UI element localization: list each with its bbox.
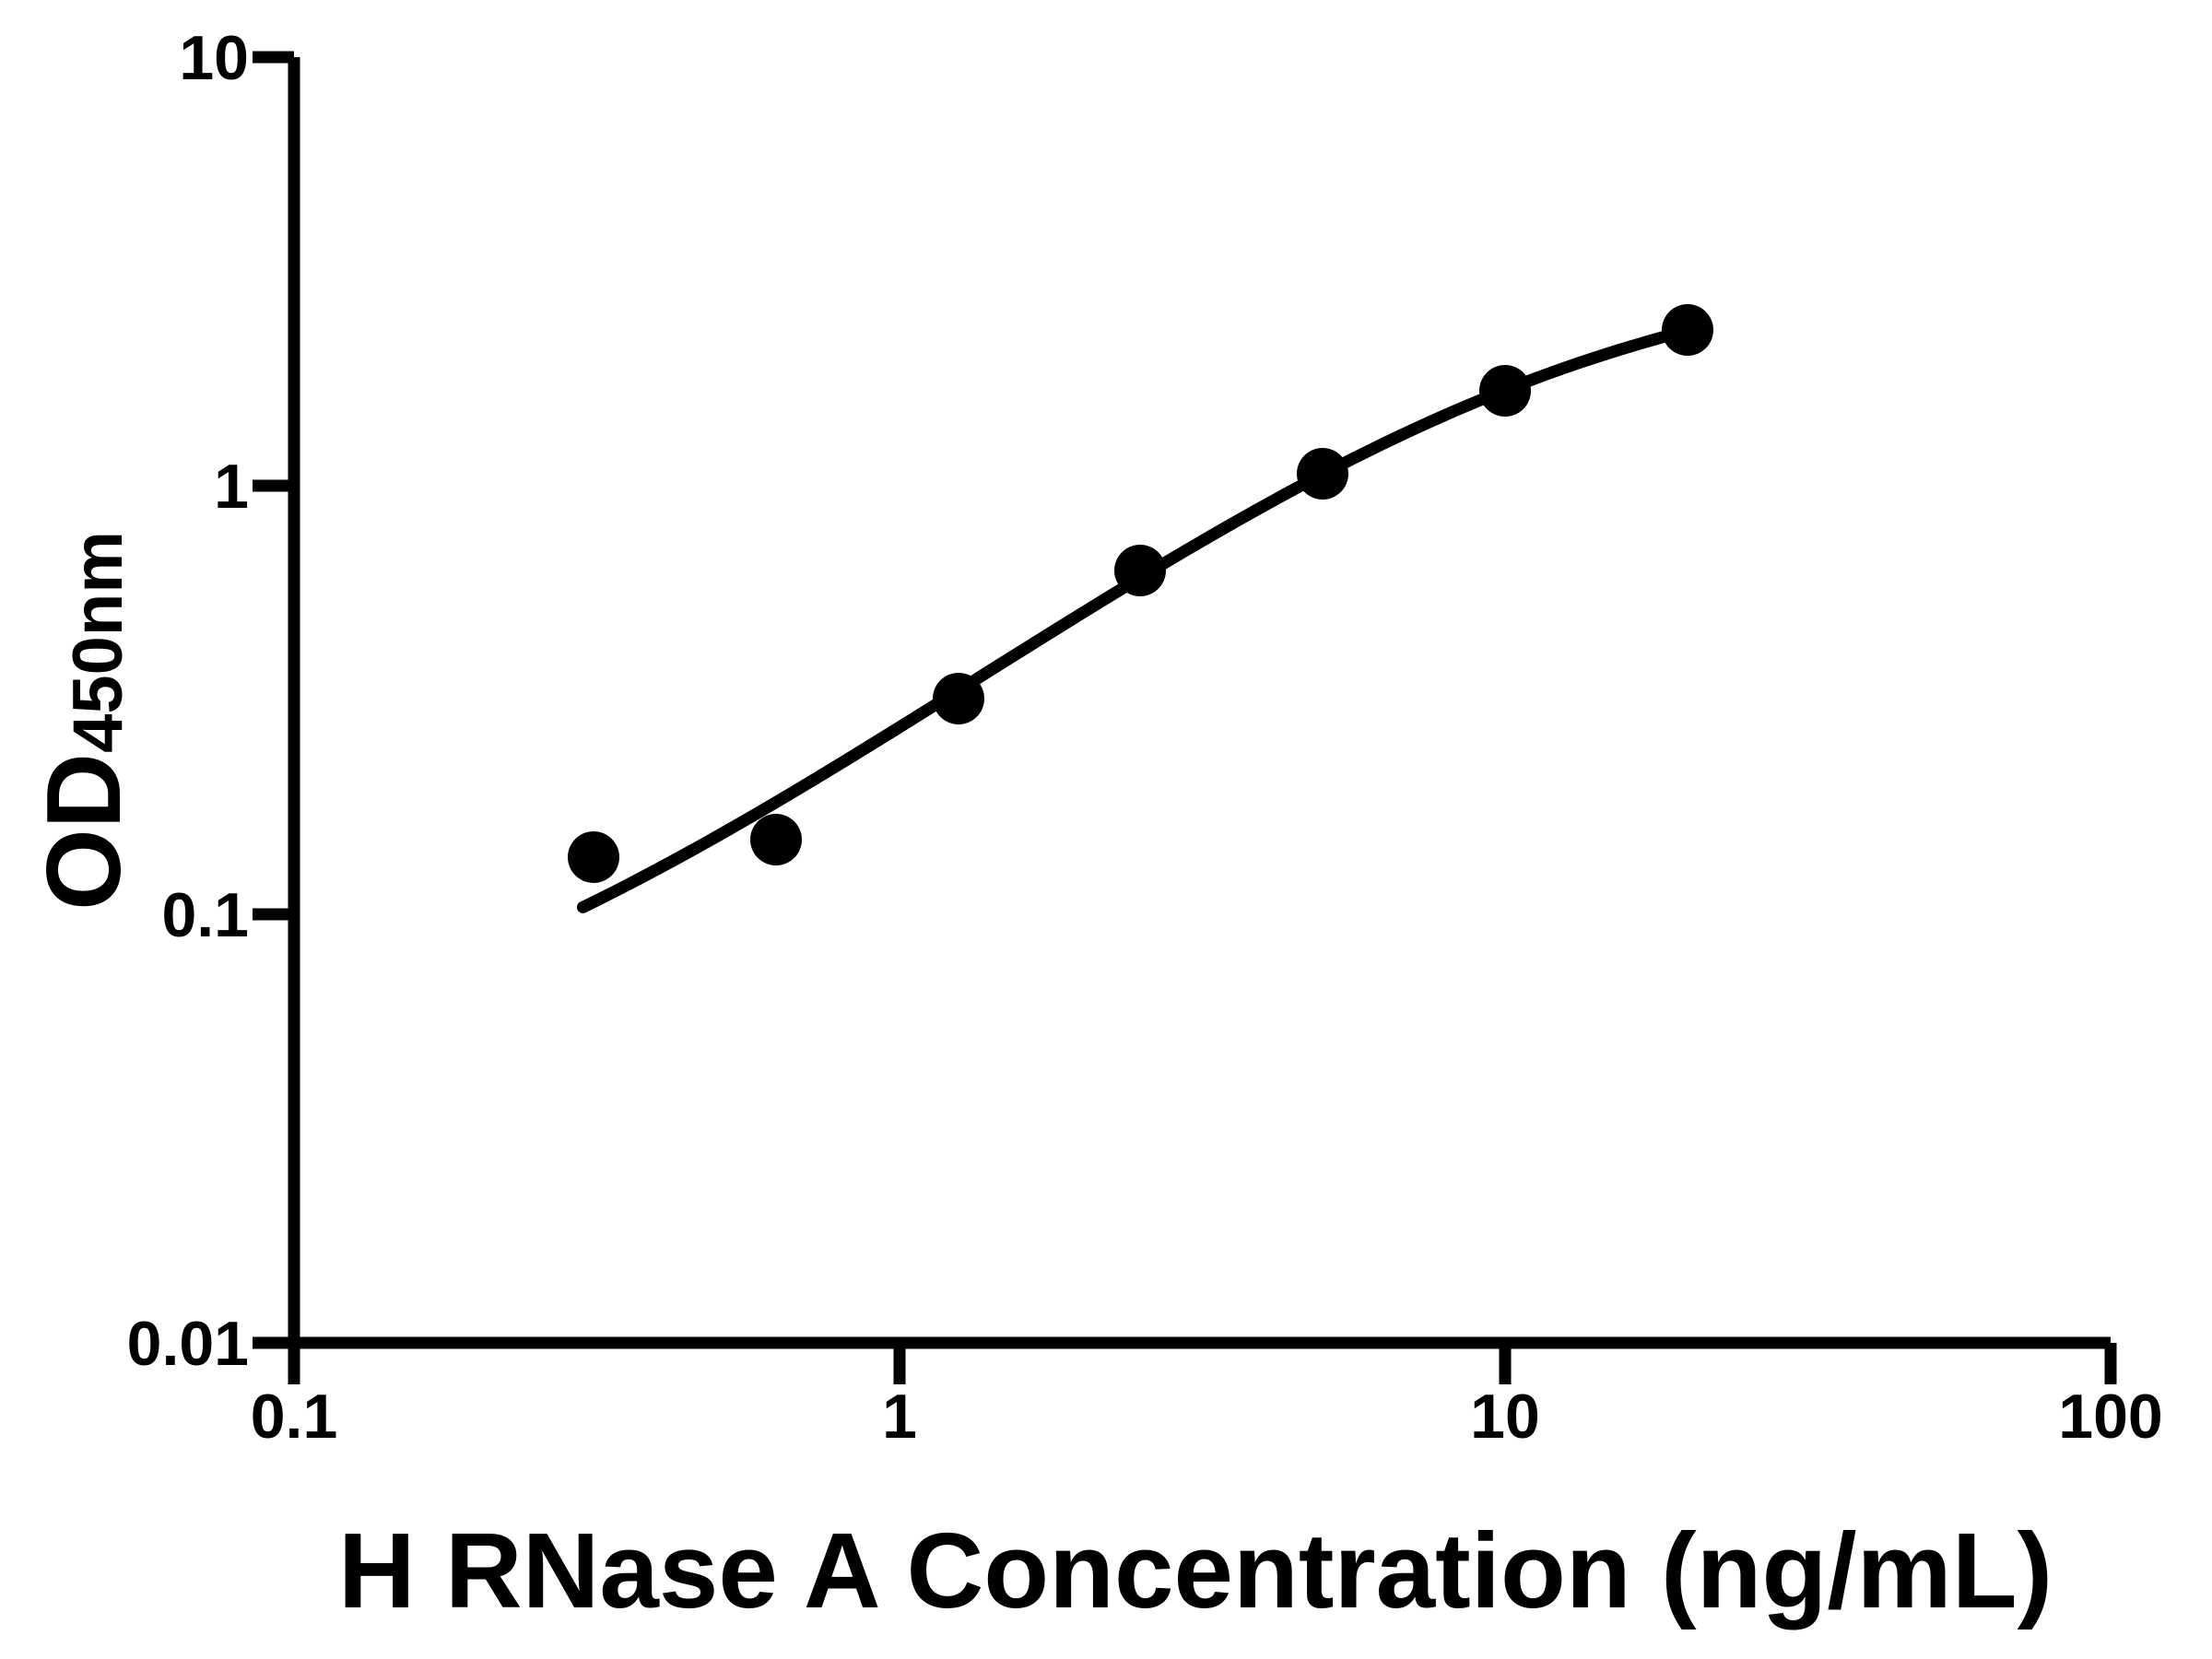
svg-text:OD450nm: OD450nm: [26, 531, 143, 911]
svg-text:0.1: 0.1: [161, 880, 249, 950]
svg-text:1: 1: [882, 1382, 917, 1452]
svg-text:0.1: 0.1: [251, 1382, 338, 1452]
svg-text:10: 10: [1470, 1382, 1540, 1452]
svg-text:100: 100: [2058, 1382, 2162, 1452]
svg-text:0.01: 0.01: [127, 1309, 249, 1379]
svg-text:10: 10: [179, 23, 249, 93]
svg-text:1: 1: [214, 452, 249, 522]
svg-text:H RNase A Concentration (ng/mL: H RNase A Concentration (ng/mL): [338, 1511, 2053, 1630]
